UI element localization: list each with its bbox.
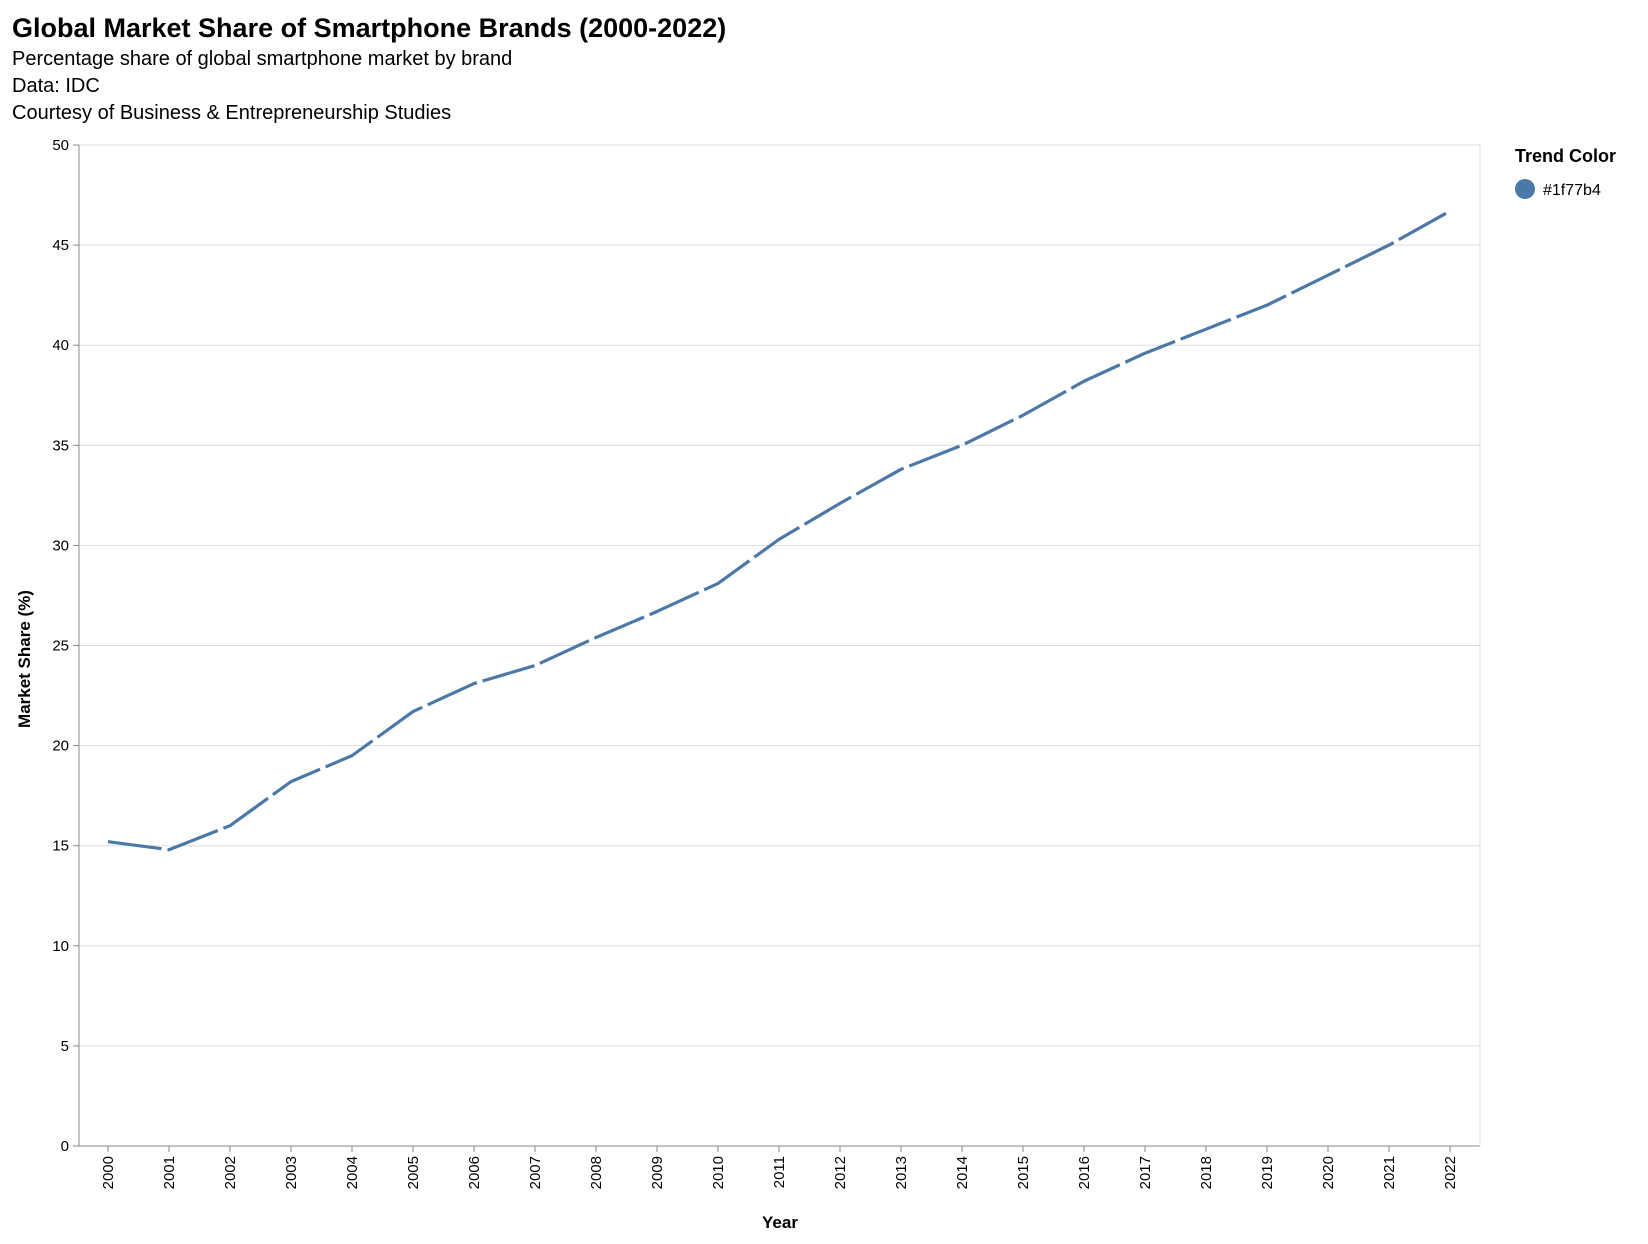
x-tick-label: 2018 xyxy=(1198,1156,1215,1189)
x-tick-label: 2020 xyxy=(1320,1156,1337,1189)
x-tick-label: 2005 xyxy=(405,1156,422,1189)
x-tick-label: 2016 xyxy=(1076,1156,1093,1189)
x-tick-label: 2010 xyxy=(710,1156,727,1189)
chart-subtitle-2: Data: IDC xyxy=(12,75,100,97)
y-axis: 0 5 10 15 20 25 30 35 40 45 50 xyxy=(52,137,80,1155)
x-tick-label: 2009 xyxy=(649,1156,666,1189)
chart-subtitle-3: Courtesy of Business & Entrepreneurship … xyxy=(12,102,451,124)
chart-title: Global Market Share of Smartphone Brands… xyxy=(12,13,726,43)
x-tick-label: 2013 xyxy=(893,1156,910,1189)
x-tick-label: 2001 xyxy=(161,1156,178,1189)
y-tick-label: 0 xyxy=(61,1138,69,1155)
series-line xyxy=(107,209,1451,852)
x-tick-label: 2007 xyxy=(527,1156,544,1189)
gridlines xyxy=(79,144,1481,1147)
x-tick-label: 2022 xyxy=(1442,1156,1459,1189)
x-tick-label: 2006 xyxy=(466,1156,483,1189)
series-layer xyxy=(107,209,1451,852)
y-tick-label: 5 xyxy=(61,1038,69,1055)
x-tick-label: 2003 xyxy=(283,1156,300,1189)
x-axis: 2000 2001 2002 2003 2004 2005 2006 2007 2008 2009… xyxy=(79,1145,1480,1189)
x-tick-label: 2008 xyxy=(588,1156,605,1189)
legend-title: Trend Color xyxy=(1515,146,1616,166)
y-tick-label: 15 xyxy=(52,838,69,855)
y-tick-label: 30 xyxy=(52,537,69,554)
y-tick-label: 25 xyxy=(52,638,69,655)
y-tick-label: 20 xyxy=(52,738,69,755)
legend: Trend Color #1f77b4 xyxy=(1515,146,1616,199)
y-axis-title: Market Share (%) xyxy=(15,590,34,728)
x-tick-label: 2011 xyxy=(771,1156,788,1188)
x-tick-label: 2000 xyxy=(100,1156,117,1189)
legend-symbol xyxy=(1515,179,1535,199)
y-tick-label: 35 xyxy=(52,437,69,454)
y-tick-label: 45 xyxy=(52,237,69,254)
x-tick-label: 2002 xyxy=(222,1156,239,1189)
y-tick-label: 50 xyxy=(52,137,69,154)
x-tick-label: 2017 xyxy=(1137,1156,1154,1189)
x-tick-label: 2015 xyxy=(1015,1156,1032,1189)
legend-label: #1f77b4 xyxy=(1543,182,1601,199)
x-tick-label: 2014 xyxy=(954,1156,971,1189)
x-tick-label: 2004 xyxy=(344,1156,361,1189)
x-tick-label: 2019 xyxy=(1259,1156,1276,1189)
y-tick-label: 10 xyxy=(52,938,69,955)
chart-subtitle-1: Percentage share of global smartphone ma… xyxy=(12,48,512,70)
x-tick-label: 2012 xyxy=(832,1156,849,1189)
x-tick-label: 2021 xyxy=(1381,1156,1398,1189)
y-tick-label: 40 xyxy=(52,337,69,354)
x-axis-title: Year xyxy=(762,1213,798,1232)
